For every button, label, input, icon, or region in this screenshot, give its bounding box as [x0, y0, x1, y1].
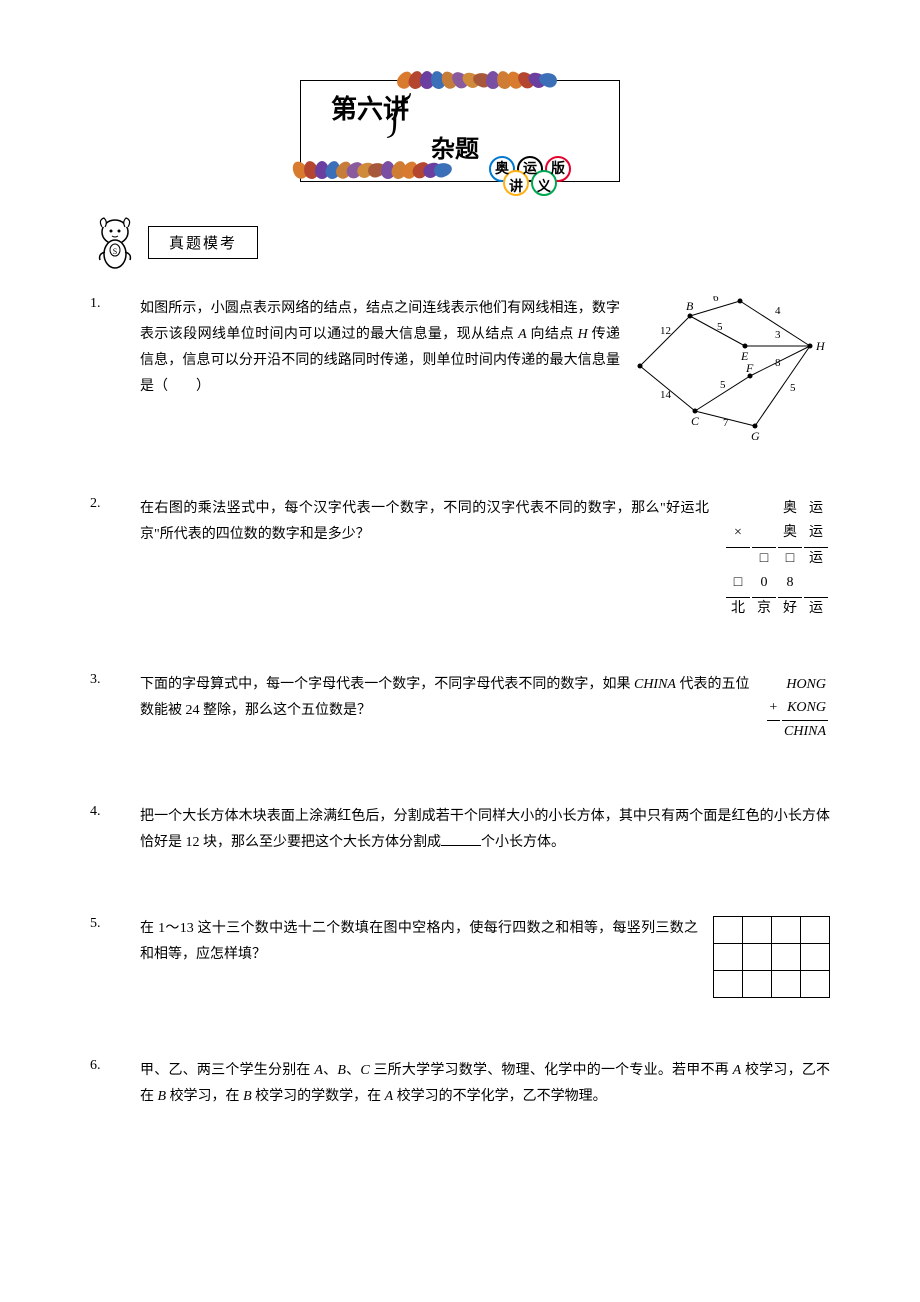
- svg-text:D: D: [735, 296, 745, 298]
- svg-text:14: 14: [660, 389, 672, 401]
- svg-text:6: 6: [713, 296, 719, 304]
- svg-text:A: A: [635, 359, 636, 373]
- problem-3: 3. 下面的字母算式中，每一个字母代表一个数字，不同字母代表不同的数字，如果 C…: [90, 672, 830, 744]
- section-header: S 真题模考: [90, 212, 830, 272]
- problem-2: 2. 在右图的乘法竖式中，每个汉字代表一个数字，不同的汉字代表不同的数字，那么"…: [90, 496, 830, 622]
- badge-sub-1: 讲: [509, 176, 523, 196]
- problem-number: 6.: [90, 1058, 140, 1074]
- problem-6: 6. 甲、乙、两三个学生分别在 A、B、C 三所大学学习数学、物理、化学中的一个…: [90, 1058, 830, 1110]
- grid-figure: [713, 916, 830, 998]
- problem-text: 甲、乙、两三个学生分别在 A、B、C 三所大学学习数学、物理、化学中的一个专业。…: [140, 1058, 830, 1110]
- svg-text:F: F: [745, 361, 754, 375]
- svg-text:5: 5: [790, 382, 796, 394]
- badge-char-3: 版: [551, 158, 565, 178]
- svg-text:5: 5: [720, 379, 726, 391]
- leaf-border-top: [401, 71, 624, 101]
- svg-text:8: 8: [775, 357, 781, 369]
- badge-sub-2: 义: [537, 176, 551, 196]
- svg-text:C: C: [691, 414, 700, 428]
- badge-char-1: 奥: [495, 158, 509, 178]
- problem-number: 5.: [90, 916, 140, 932]
- lesson-subtitle: 杂题: [431, 129, 479, 164]
- svg-text:3: 3: [775, 329, 781, 341]
- problem-text: 在右图的乘法竖式中，每个汉字代表一个数字，不同的汉字代表不同的数字，那么"好运北…: [140, 496, 709, 548]
- problem-number: 4.: [90, 804, 140, 820]
- olympic-badge: 奥 运 版 讲 义: [489, 156, 599, 201]
- problem-text: 如图所示，小圆点表示网络的结点，结点之间连线表示他们有网线相连，数字表示该段网线…: [140, 296, 620, 400]
- svg-text:H: H: [815, 339, 826, 353]
- svg-text:B: B: [686, 299, 694, 313]
- multiplication-figure: 奥运×奥运□□运□08北京好运: [724, 496, 830, 622]
- add-row2: KONG: [782, 697, 828, 718]
- problem-number: 3.: [90, 672, 140, 688]
- add-row1: HONG: [782, 674, 828, 695]
- addition-figure: HONG +KONG CHINA: [765, 672, 830, 744]
- problem-1: 1. 如图所示，小圆点表示网络的结点，结点之间连线表示他们有网线相连，数字表示该…: [90, 296, 830, 446]
- leaf-border-bottom: [296, 161, 499, 191]
- svg-text:5: 5: [717, 321, 723, 333]
- add-result: CHINA: [782, 720, 828, 742]
- problem-5: 5. 在 1～13 这十三个数中选十二个数填在图中空格内，使每行四数之和相等，每…: [90, 916, 830, 998]
- network-graph: 121465435785ABCDEFGH: [635, 296, 830, 446]
- svg-text:G: G: [751, 429, 760, 441]
- page: 第六讲 ༼ 杂题 奥 运 版 讲 义: [0, 0, 920, 1150]
- problem-number: 1.: [90, 296, 140, 312]
- mascot-icon: S: [90, 212, 140, 272]
- title-bracket-icon: ༼: [386, 81, 410, 165]
- plus-sign: +: [767, 697, 780, 718]
- svg-text:12: 12: [660, 325, 671, 337]
- problem-4: 4. 把一个大长方体木块表面上涂满红色后，分割成若干个同样大小的小长方体，其中只…: [90, 804, 830, 856]
- problem-text: 下面的字母算式中，每一个字母代表一个数字，不同字母代表不同的数字，如果 CHIN…: [140, 672, 750, 724]
- banner-frame: 第六讲 ༼ 杂题 奥 运 版 讲 义: [300, 80, 620, 182]
- badge-char-2: 运: [523, 158, 537, 178]
- svg-text:7: 7: [723, 417, 729, 429]
- problem-text: 把一个大长方体木块表面上涂满红色后，分割成若干个同样大小的小长方体，其中只有两个…: [140, 804, 830, 856]
- problem-number: 2.: [90, 496, 140, 512]
- problem-text: 在 1～13 这十三个数中选十二个数填在图中空格内，使每行四数之和相等，每竖列三…: [140, 916, 698, 968]
- svg-text:S: S: [113, 247, 117, 256]
- lesson-banner: 第六讲 ༼ 杂题 奥 运 版 讲 义: [300, 80, 620, 182]
- section-label: 真题模考: [148, 226, 258, 259]
- fill-blank: [441, 831, 481, 846]
- svg-text:4: 4: [775, 305, 781, 317]
